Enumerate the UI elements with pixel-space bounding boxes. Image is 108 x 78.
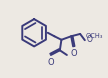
Text: O: O (87, 35, 93, 44)
Text: O: O (47, 58, 54, 67)
Text: O: O (71, 49, 77, 58)
Text: OCH₃: OCH₃ (85, 33, 103, 39)
